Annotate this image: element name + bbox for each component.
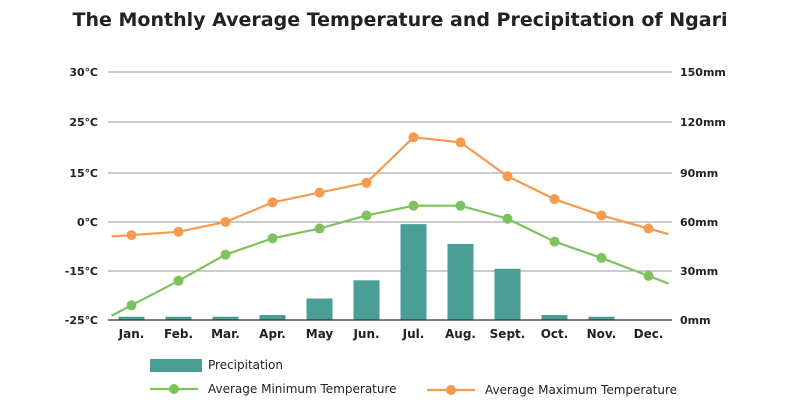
legend: Precipitation Average Minimum Temperature… <box>150 358 677 397</box>
precipitation-bar <box>494 268 521 320</box>
category-label: Jun. <box>352 327 379 341</box>
category-label: Jan. <box>118 327 145 341</box>
right-tick-label: 60mm <box>680 216 718 229</box>
min-temp-line <box>110 204 669 317</box>
min-temp-point <box>596 252 607 263</box>
precipitation-bars <box>118 224 615 320</box>
max-temp-point <box>549 194 560 205</box>
category-label: Apr. <box>259 327 286 341</box>
chart-title: The Monthly Average Temperature and Prec… <box>73 9 728 31</box>
axes: 30℃ 150mm 25℃ 120mm 15℃ 90mm 0℃ 60mm -15℃ 30mm -25… <box>65 66 726 341</box>
precipitation-bar <box>588 316 615 320</box>
precipitation-bar <box>306 298 333 320</box>
category-label: Mar. <box>211 327 240 341</box>
max-temp-point <box>596 210 607 221</box>
precipitation-bar <box>259 315 286 320</box>
min-temp-point <box>126 300 137 311</box>
precipitation-bar <box>353 280 380 320</box>
precipitation-bar <box>447 243 474 320</box>
max-temp-point <box>220 217 231 227</box>
category-label: Jul. <box>402 327 425 341</box>
min-temp-point <box>220 249 231 260</box>
category-label: Aug. <box>445 327 476 341</box>
min-temp-point <box>267 233 278 244</box>
category-label: May <box>306 327 334 341</box>
min-temp-point <box>314 223 325 234</box>
max-temp-point <box>643 223 654 234</box>
legend-label: Average Minimum Temperature <box>208 382 397 396</box>
category-label: Nov. <box>587 327 617 341</box>
left-tick-label: -15℃ <box>65 265 98 278</box>
legend-marker-max-temp <box>446 385 456 395</box>
legend-marker-min-temp <box>169 384 179 394</box>
category-label: Sept. <box>490 327 526 341</box>
left-tick-label: 25℃ <box>69 116 98 129</box>
precipitation-bar <box>400 224 427 320</box>
right-tick-label: 0mm <box>680 314 711 327</box>
right-tick-label: 90mm <box>680 167 718 180</box>
category-label: Dec. <box>634 327 664 341</box>
category-label: Oct. <box>541 327 569 341</box>
left-tick-label: 0℃ <box>77 216 98 229</box>
legend-label: Precipitation <box>208 358 283 372</box>
min-temp-point <box>549 236 560 247</box>
precipitation-bar <box>118 316 145 320</box>
min-temp-point <box>361 210 372 221</box>
max-temp-point <box>502 171 513 182</box>
max-temp-point <box>455 137 466 148</box>
min-temp-point <box>502 213 513 224</box>
left-tick-label: -25℃ <box>65 314 98 327</box>
min-temp-point <box>408 200 419 211</box>
max-temp-point <box>314 187 325 198</box>
right-tick-label: 120mm <box>680 116 726 129</box>
max-temp-point <box>267 197 278 208</box>
left-tick-label: 15℃ <box>69 167 98 180</box>
legend-swatch-precipitation <box>150 359 202 372</box>
legend-label: Average Maximum Temperature <box>485 383 677 397</box>
max-temp-point <box>173 226 184 237</box>
max-temp-line <box>111 136 669 238</box>
max-temp-point <box>361 177 372 188</box>
right-tick-label: 30mm <box>680 265 718 278</box>
left-tick-label: 30℃ <box>69 66 98 79</box>
min-temp-point <box>455 200 466 211</box>
temperature-lines <box>110 132 669 317</box>
min-temp-point <box>173 275 184 286</box>
category-label: Feb. <box>164 327 193 341</box>
grid <box>108 71 672 321</box>
max-temp-point <box>408 132 419 143</box>
precipitation-bar <box>541 315 568 320</box>
precipitation-bar <box>212 316 239 320</box>
min-temp-point <box>643 270 654 281</box>
precipitation-bar <box>165 316 192 320</box>
right-tick-label: 150mm <box>680 66 726 79</box>
max-temp-point <box>126 230 137 241</box>
